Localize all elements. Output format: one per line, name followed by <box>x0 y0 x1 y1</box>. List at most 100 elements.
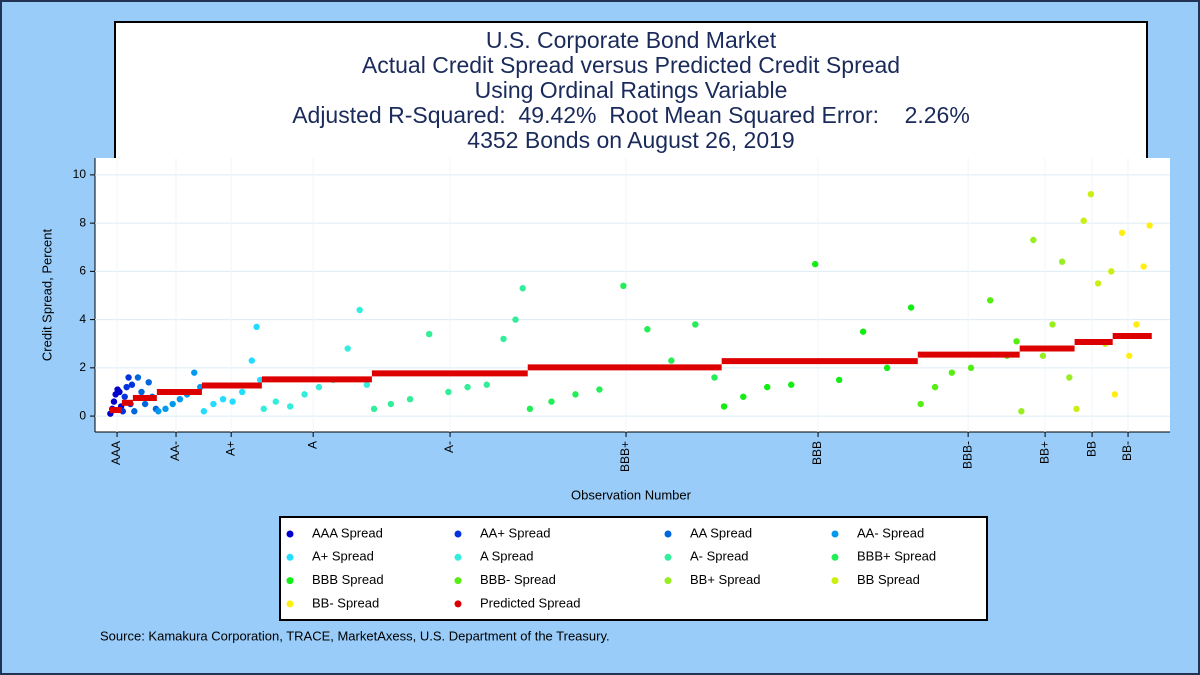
data-point <box>110 398 118 405</box>
data-point <box>138 388 145 396</box>
data-point <box>519 285 526 292</box>
data-point <box>668 357 675 364</box>
data-point <box>644 326 651 333</box>
data-point <box>1087 190 1095 198</box>
data-point <box>1073 405 1080 413</box>
chart-subtitle: Using Ordinal Ratings Variable <box>475 77 788 103</box>
data-point <box>219 395 227 403</box>
data-point <box>986 297 994 304</box>
x-tick-label: BB+ <box>1037 441 1051 464</box>
data-point <box>692 321 699 328</box>
data-point <box>740 393 747 400</box>
x-axis-title: Observation Number <box>571 487 692 502</box>
data-point <box>720 403 728 410</box>
y-tick-label: 6 <box>79 264 86 278</box>
x-tick-label: A- <box>442 441 456 453</box>
data-point <box>286 403 294 410</box>
data-point <box>1030 236 1037 244</box>
data-point <box>620 282 627 290</box>
data-point <box>197 383 204 391</box>
data-point <box>128 381 136 388</box>
data-point <box>967 364 975 372</box>
data-point <box>1140 263 1147 270</box>
data-point <box>116 388 123 396</box>
data-point <box>548 398 555 405</box>
data-point <box>859 328 867 335</box>
legend-marker <box>831 553 839 561</box>
data-point <box>464 383 471 391</box>
data-point <box>526 405 534 413</box>
legend-marker <box>286 553 294 561</box>
x-tick-label: AAA <box>109 441 123 465</box>
data-point <box>1066 374 1073 381</box>
x-tick-label: AA- <box>168 441 182 461</box>
data-point <box>1118 229 1126 236</box>
chart-subtitle: 4352 Bonds on August 26, 2019 <box>467 127 794 153</box>
data-point <box>248 357 255 364</box>
x-tick-label: BB- <box>1120 441 1134 461</box>
data-point <box>239 388 246 396</box>
data-point <box>169 400 176 408</box>
legend-marker <box>454 530 462 538</box>
legend-label: A- Spread <box>690 549 749 564</box>
data-point <box>512 316 519 323</box>
data-point <box>210 400 217 408</box>
data-point <box>387 400 395 408</box>
legend <box>279 516 988 621</box>
chart-title: U.S. Corporate Bond Market <box>486 27 777 53</box>
data-point <box>370 405 378 413</box>
data-point <box>191 369 198 376</box>
legend-label: BBB- Spread <box>480 572 556 587</box>
data-point <box>1094 280 1102 287</box>
data-point <box>1039 352 1047 359</box>
legend-label: Predicted Spread <box>480 595 580 610</box>
data-point <box>811 260 819 268</box>
data-point <box>356 306 363 314</box>
title-box <box>114 21 1148 161</box>
x-tick-label: BBB+ <box>618 441 632 472</box>
legend-label: BBB+ Spread <box>857 549 936 564</box>
y-axis-title: Credit Spread, Percent <box>39 228 54 361</box>
data-point <box>301 391 308 398</box>
data-point <box>272 398 279 405</box>
data-point <box>1146 222 1153 229</box>
data-point <box>445 388 452 396</box>
y-tick-label: 0 <box>79 408 86 422</box>
data-point <box>1108 268 1115 275</box>
data-point <box>1080 217 1087 224</box>
data-point <box>425 330 433 338</box>
data-point <box>131 408 138 415</box>
data-point <box>406 395 414 403</box>
x-tick-label: A+ <box>223 441 237 456</box>
data-point <box>253 323 260 331</box>
legend-label: A+ Spread <box>312 549 374 564</box>
data-point <box>141 400 149 408</box>
legend-marker <box>286 600 294 608</box>
data-point <box>363 381 371 388</box>
y-tick-label: 4 <box>79 312 86 326</box>
plot-area <box>95 158 1170 432</box>
data-point <box>344 345 351 352</box>
legend-label: AA Spread <box>690 525 752 540</box>
legend-label: AA+ Spread <box>480 525 550 540</box>
data-point <box>948 369 956 376</box>
x-tick-label: BB <box>1084 441 1098 457</box>
legend-label: BB Spread <box>857 572 920 587</box>
legend-label: BBB Spread <box>312 572 384 587</box>
y-tick-label: 2 <box>79 360 86 374</box>
data-point <box>1126 352 1133 359</box>
data-point <box>125 374 132 381</box>
data-point <box>121 393 128 400</box>
legend-label: BB+ Spread <box>690 572 760 587</box>
legend-label: AA- Spread <box>857 525 924 540</box>
data-point <box>145 379 152 386</box>
data-point <box>572 391 579 398</box>
legend-label: A Spread <box>480 549 534 564</box>
data-point <box>315 383 323 391</box>
legend-marker <box>664 530 672 538</box>
data-point <box>835 376 843 384</box>
data-point <box>788 381 795 388</box>
data-point <box>1111 391 1119 398</box>
